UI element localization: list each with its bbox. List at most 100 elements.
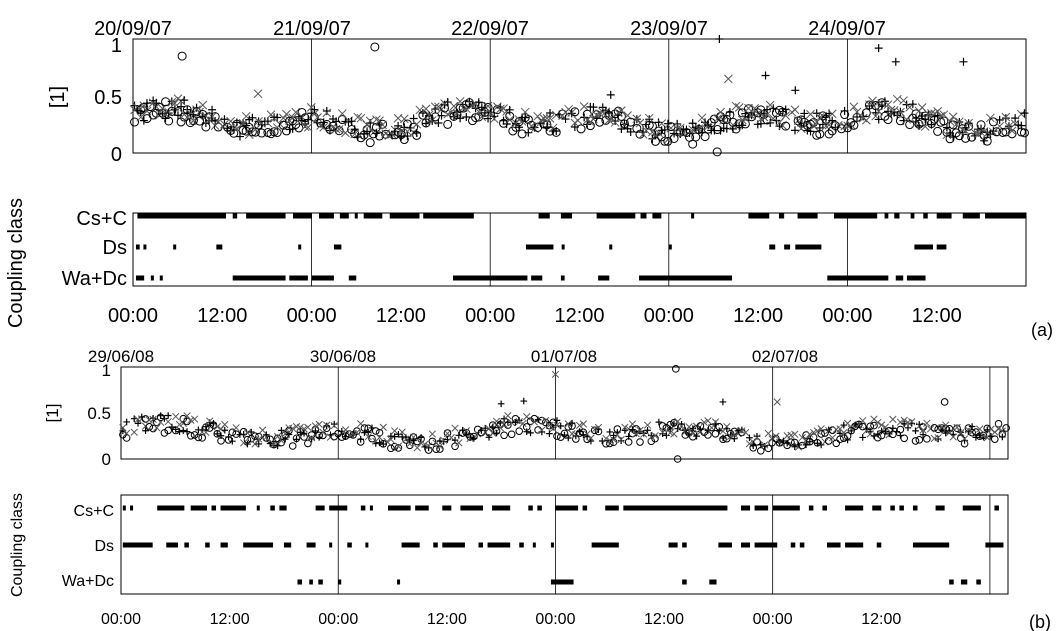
data-point-cross (341, 426, 350, 434)
data-point-cross (213, 423, 221, 431)
data-point-plus (999, 433, 1006, 441)
data-point-cross (874, 418, 882, 427)
data-point-circle (764, 444, 773, 453)
data-point-cross (232, 424, 240, 432)
data-point-circle (371, 427, 380, 435)
data-point-cross (123, 429, 131, 437)
class-segment-ds (740, 542, 751, 548)
outlier-point-cross (551, 370, 560, 379)
data-point-cross (579, 420, 588, 428)
data-point-plus (164, 109, 173, 118)
data-point-cross (704, 417, 712, 425)
data-point-plus (567, 109, 576, 118)
data-point-plus (312, 427, 319, 435)
class-segment-ds (985, 542, 1004, 548)
data-point-plus (972, 434, 980, 441)
class-segment-cs-c (220, 505, 246, 511)
data-point-plus (673, 119, 682, 128)
data-point-plus (561, 115, 570, 124)
class-segment-cs-c (923, 213, 928, 219)
class-segment-ds (519, 542, 524, 548)
data-point-cross (504, 412, 512, 420)
data-point-circle (257, 128, 267, 138)
time-tick-label: 00:00 (318, 611, 358, 628)
time-tick-label: 12:00 (861, 611, 901, 628)
data-point-cross (900, 416, 908, 424)
time-tick-label: 12:00 (554, 305, 604, 327)
data-point-plus (485, 434, 493, 441)
data-point-cross (533, 111, 542, 121)
data-point-cross (334, 125, 344, 134)
data-point-cross (723, 422, 731, 431)
outlier-point-plus (715, 35, 724, 43)
data-point-plus (727, 431, 734, 439)
class-segment-cs-c (560, 213, 573, 219)
data-point-circle (145, 423, 154, 431)
class-segment-cs-c (388, 505, 411, 511)
data-point-plus (263, 117, 272, 126)
data-point-cross (421, 104, 431, 114)
data-point-circle (281, 126, 291, 136)
class-segment-cs-c (748, 213, 770, 219)
class-segment-cs-c (962, 213, 980, 219)
data-point-circle (663, 136, 673, 146)
class-segment-cs-c (912, 505, 918, 511)
class-segment-cs-c (363, 213, 383, 219)
class-segment-cs-c (279, 505, 287, 511)
data-point-cross (591, 425, 599, 434)
data-point-plus (123, 418, 130, 426)
data-point-circle (251, 432, 259, 440)
data-point-cross (1001, 112, 1011, 122)
data-point-plus (484, 114, 493, 123)
data-point-plus (330, 420, 338, 428)
data-point-cross (790, 105, 800, 115)
data-point-plus (412, 128, 421, 137)
data-point-cross (398, 428, 406, 436)
panel-a-class-label: Wa+Dc (62, 268, 127, 290)
data-point-circle (1019, 128, 1029, 138)
data-point-plus (753, 432, 761, 440)
data-point-cross (402, 435, 410, 443)
data-point-cross (760, 441, 769, 449)
data-point-cross (130, 428, 138, 436)
data-point-cross (277, 437, 286, 445)
data-point-plus (470, 434, 478, 442)
class-segment-cs-c (555, 505, 579, 511)
data-point-plus (731, 435, 738, 442)
data-point-plus (763, 105, 772, 114)
class-segment-cs-c (994, 505, 999, 511)
data-point-plus (512, 419, 519, 426)
data-point-circle (824, 129, 834, 139)
data-point-cross (861, 115, 871, 125)
class-segment-cs-c (890, 505, 895, 511)
data-point-cross (677, 422, 686, 430)
data-point-cross (387, 435, 395, 444)
class-segment-wa-dc (159, 275, 163, 281)
outlier-point-cross (723, 74, 733, 84)
class-segment-wa-dc (397, 579, 401, 585)
data-point-cross (409, 433, 418, 441)
data-point-plus (553, 417, 561, 424)
class-segment-ds (487, 542, 511, 548)
data-point-cross (772, 432, 780, 440)
data-point-plus (688, 119, 697, 128)
data-point-plus (1020, 109, 1029, 118)
data-point-plus (882, 428, 889, 435)
data-point-circle (911, 437, 920, 445)
data-point-cross (221, 420, 229, 429)
data-point-plus (693, 432, 700, 440)
data-point-cross (270, 440, 278, 449)
class-segment-cs-c (329, 505, 348, 511)
time-tick-label: 00:00 (644, 305, 694, 327)
data-point-plus (161, 415, 168, 422)
data-point-cross (936, 111, 946, 121)
data-point-circle (277, 438, 286, 447)
data-point-cross (390, 427, 399, 435)
data-point-plus (281, 435, 289, 443)
class-segment-wa-dc (232, 275, 286, 281)
data-point-plus (504, 419, 512, 426)
time-tick-label: 12:00 (912, 305, 962, 327)
data-point-plus (968, 423, 976, 430)
class-segment-ds (826, 542, 841, 548)
class-segment-cs-c (354, 213, 358, 219)
